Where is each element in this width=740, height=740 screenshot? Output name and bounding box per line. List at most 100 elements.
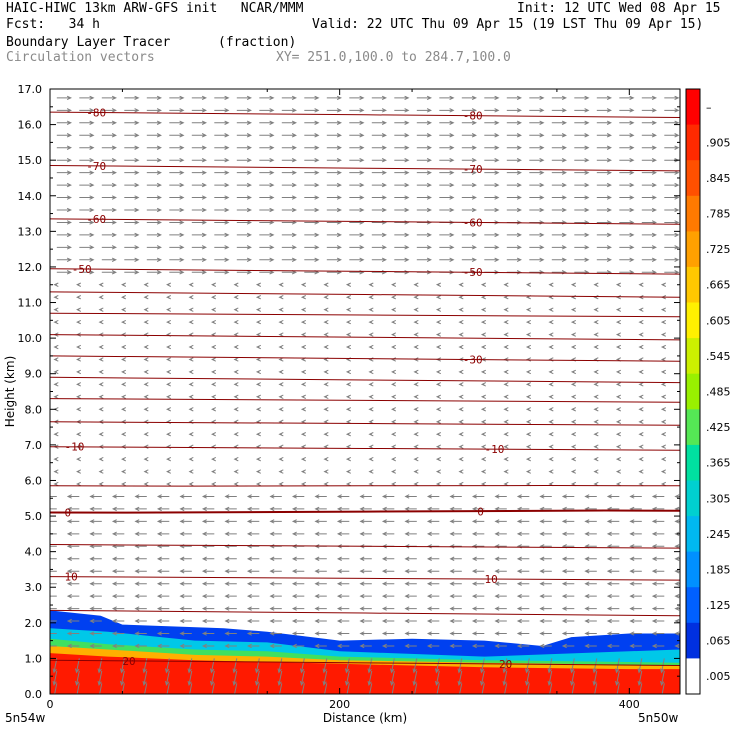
colorbar-label: .905 — [706, 136, 731, 149]
vector-arrow — [201, 618, 215, 624]
vector-arrow — [570, 344, 577, 350]
contour-line — [50, 485, 680, 487]
vector-arrow — [494, 494, 507, 499]
vector-arrow — [50, 558, 57, 560]
vector-arrow — [76, 456, 82, 462]
colorbar-label: .665 — [706, 279, 731, 292]
vector-arrow — [56, 207, 72, 213]
vector-arrow — [494, 531, 507, 537]
vector-arrow — [416, 195, 432, 200]
vector-arrow — [336, 494, 350, 499]
vector-arrow — [233, 456, 239, 462]
vector-arrow — [278, 319, 284, 325]
vector-arrow — [574, 145, 590, 150]
vector-arrow — [660, 469, 667, 474]
vector-arrow — [480, 307, 487, 312]
vector-arrow — [336, 606, 350, 611]
contour-label: -70 — [86, 160, 106, 173]
vector-arrow — [97, 683, 103, 694]
vector-arrow — [259, 133, 275, 138]
vector-arrow — [615, 295, 622, 300]
vector-arrow — [233, 319, 239, 325]
vector-arrow — [156, 569, 170, 574]
y-axis-label: Height (km) — [3, 356, 17, 427]
vector-arrow — [156, 494, 170, 499]
vector-arrow — [56, 232, 72, 238]
vector-arrow — [539, 556, 552, 561]
colorbar-label: .005 — [706, 670, 731, 683]
vector-arrow — [394, 95, 410, 101]
vector-arrow — [246, 569, 260, 574]
colorbar-label: – — [706, 101, 712, 114]
vector-arrow — [584, 593, 597, 599]
vector-arrow — [146, 95, 162, 101]
vector-arrow — [134, 631, 147, 636]
vector-arrow — [664, 270, 680, 275]
vector-arrow — [615, 382, 622, 387]
vector-arrow — [134, 643, 147, 649]
vector-arrow — [615, 332, 622, 337]
vector-arrow — [615, 469, 622, 474]
vector-arrow — [121, 332, 127, 337]
vector-arrow — [53, 295, 59, 300]
vector-arrow — [76, 394, 82, 400]
vector-arrow — [336, 519, 350, 524]
vector-arrow — [255, 382, 262, 387]
vector-arrow — [101, 145, 117, 150]
vector-arrow — [111, 643, 125, 649]
vector-arrow — [371, 157, 387, 163]
vector-arrow — [664, 220, 680, 225]
vector-arrow — [391, 357, 397, 362]
vector-arrow — [232, 670, 238, 687]
vector-arrow — [66, 606, 80, 611]
vector-arrow — [97, 670, 103, 687]
vector-arrow — [281, 182, 297, 188]
vector-arrow — [371, 170, 387, 175]
vector-arrow — [98, 357, 104, 362]
vector-arrow — [259, 195, 275, 200]
vector-arrow — [214, 195, 230, 200]
vector-arrow — [584, 618, 597, 624]
vector-arrow — [278, 432, 284, 437]
vector-arrow — [281, 108, 297, 113]
vector-arrow — [529, 182, 545, 188]
vector-arrow — [439, 257, 455, 263]
vector-arrow — [629, 569, 642, 574]
vector-arrow — [236, 157, 252, 163]
vector-arrow — [426, 556, 440, 561]
vector-arrow — [124, 157, 140, 163]
vector-arrow — [79, 95, 95, 101]
vector-arrow — [224, 569, 237, 574]
vector-arrow — [191, 257, 207, 263]
vector-arrow — [304, 182, 320, 188]
vector-arrow — [416, 207, 432, 213]
vector-arrow — [506, 95, 522, 101]
vector-arrow — [214, 95, 230, 101]
vector-arrow — [471, 494, 485, 499]
vector-arrow — [166, 357, 172, 362]
vector-arrow — [394, 170, 410, 175]
vector-arrow — [619, 245, 635, 250]
vector-arrow — [368, 282, 374, 287]
vector-arrow — [664, 170, 680, 175]
vector-arrow — [236, 108, 252, 113]
vector-arrow — [641, 182, 657, 188]
vector-arrow — [391, 481, 397, 487]
vector-arrow — [79, 257, 95, 263]
vector-arrow — [570, 307, 577, 312]
vector-arrow — [548, 419, 554, 424]
vector-arrow — [120, 683, 125, 694]
vector-arrow — [516, 593, 530, 599]
vector-arrow — [291, 506, 305, 512]
vector-arrow — [201, 506, 215, 512]
vector-arrow — [426, 519, 440, 524]
vector-arrow — [584, 569, 597, 574]
vector-arrow — [236, 145, 252, 150]
vector-arrow — [570, 407, 577, 412]
vector-arrow — [53, 481, 59, 487]
vector-arrow — [278, 456, 284, 462]
vector-arrow — [359, 531, 372, 537]
vector-arrow — [660, 319, 667, 325]
vector-arrow — [66, 556, 80, 561]
vector-arrow — [596, 157, 612, 163]
